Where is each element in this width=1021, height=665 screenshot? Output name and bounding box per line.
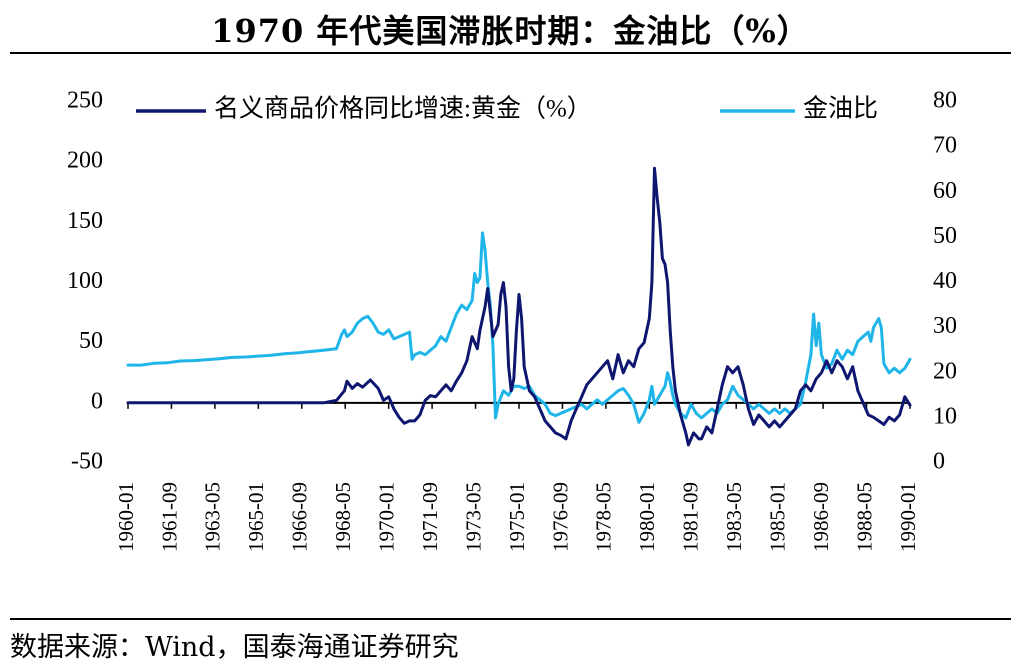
chart-title: 1970 年代美国滞胀时期：金油比（%）	[211, 12, 810, 50]
left-tick-label: 250	[67, 88, 103, 114]
x-tick-label: 1978-05	[592, 482, 616, 552]
left-tick-label: 200	[67, 148, 103, 174]
x-tick-label: 1988-05	[852, 482, 876, 552]
right-tick-label: 40	[933, 268, 957, 294]
x-tick-label: 1990-01	[896, 482, 920, 552]
legend-item-gold-growth-label: 名义商品价格同比增速:黄金（%）	[214, 95, 592, 123]
left-tick-label: 100	[67, 268, 103, 294]
legend-item-gold-oil-ratio-label: 金油比	[803, 95, 878, 123]
right-tick-label: 20	[933, 358, 957, 384]
right-tick-label: 60	[933, 178, 957, 204]
gold-oil-ratio-line	[126, 231, 912, 424]
left-tick-label: 0	[91, 388, 103, 414]
x-tick-label: 1961-09	[157, 482, 181, 552]
right-tick-label: 70	[933, 133, 957, 159]
series-lines	[126, 166, 912, 447]
left-tick-label: -50	[71, 449, 103, 475]
right-tick-label: 10	[933, 403, 957, 429]
x-tick-label: 1976-09	[548, 482, 572, 552]
x-tick-label: 1973-05	[461, 482, 485, 552]
x-tick-label: 1983-05	[722, 482, 746, 552]
x-tick-label: 1966-09	[288, 482, 312, 552]
left-tick-label: 50	[79, 328, 103, 354]
left-tick-label: 150	[67, 208, 103, 234]
source-rule	[10, 618, 1011, 620]
right-tick-label: 30	[933, 313, 957, 339]
source-note: 数据来源：Wind，国泰海通证券研究	[10, 632, 459, 663]
x-tick-label: 1985-01	[765, 482, 789, 552]
title-rule	[10, 52, 1011, 54]
axes-group: 1960-01 1961-09 1963-05 1965-01 1966-09 1968-…	[67, 88, 957, 553]
x-tick-label: 1968-05	[331, 482, 355, 552]
legend: 名义商品价格同比增速:黄金（%） 金油比	[136, 95, 878, 123]
x-tick-label: 1971-09	[418, 482, 442, 552]
x-tick-label: 1980-01	[635, 482, 659, 552]
x-tick-label: 1970-01	[374, 482, 398, 552]
right-tick-label: 0	[933, 449, 945, 475]
x-tick-label: 1981-09	[679, 482, 703, 552]
gold-growth-line	[126, 166, 912, 447]
right-tick-label: 50	[933, 223, 957, 249]
x-tick-label: 1960-01	[114, 482, 138, 552]
x-tick-label: 1965-01	[244, 482, 268, 552]
x-tick-label: 1986-09	[809, 482, 833, 552]
x-tick-label: 1975-01	[505, 482, 529, 552]
x-tick-label: 1963-05	[201, 482, 225, 552]
chart: 1960-01 1961-09 1963-05 1965-01 1966-09 1968-…	[67, 88, 957, 553]
right-tick-label: 80	[933, 88, 957, 114]
